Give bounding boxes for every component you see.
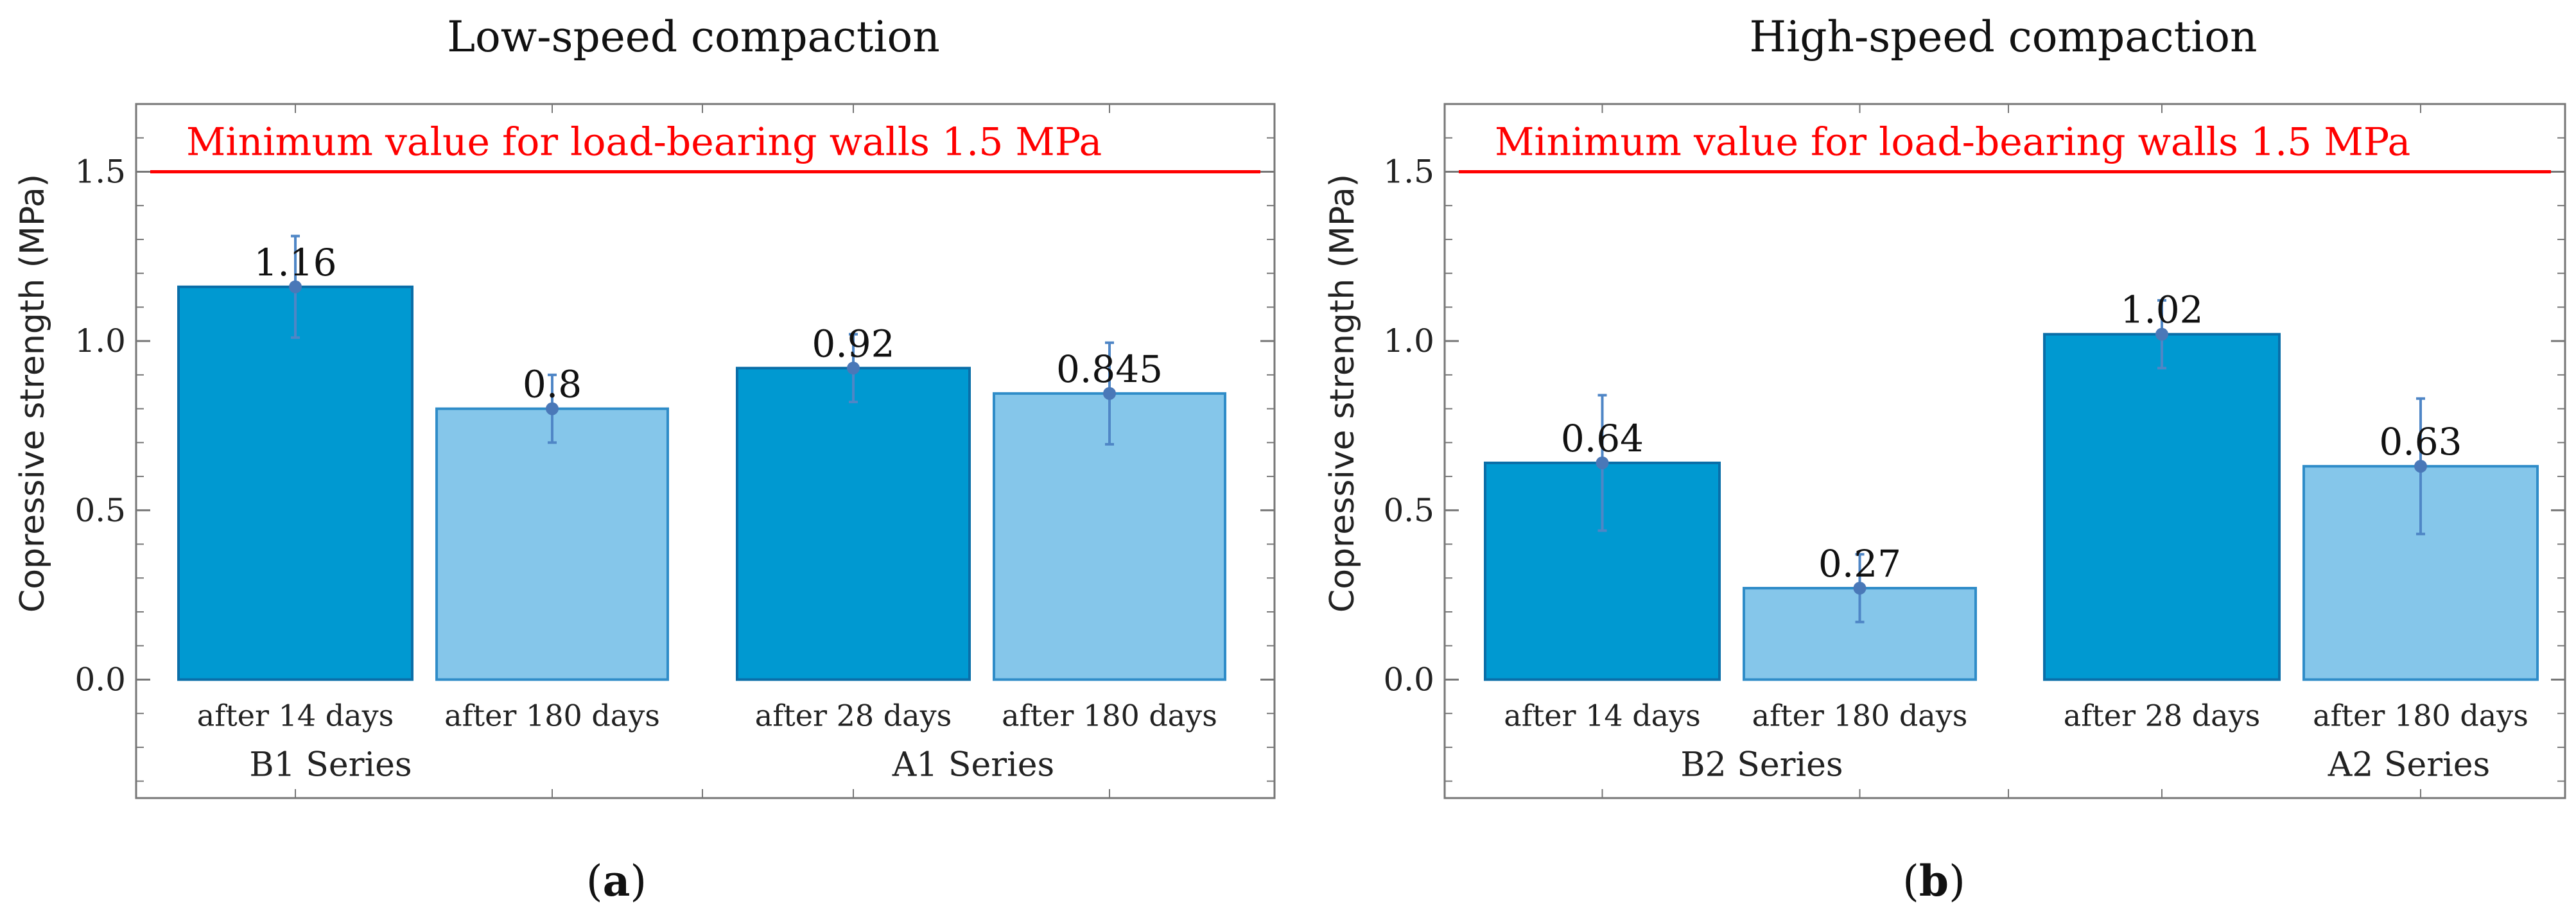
category-label: after 14 days — [1504, 698, 1700, 733]
y-tick-label: 1.5 — [1383, 153, 1434, 190]
bar — [435, 407, 669, 681]
category-label: after 180 days — [1002, 698, 1217, 733]
data-label: 1.16 — [254, 241, 336, 284]
category-label: after 180 days — [2313, 698, 2528, 733]
panel-label: (a) — [586, 856, 647, 906]
group-label: A1 Series — [892, 745, 1055, 784]
panel-label-close: ) — [1949, 856, 1965, 906]
data-label: 0.63 — [2379, 420, 2462, 464]
category-label: after 28 days — [755, 698, 952, 733]
plot-frame — [135, 103, 1276, 799]
bar — [736, 367, 971, 681]
data-label: 0.64 — [1561, 417, 1644, 460]
reference-line-label: Minimum value for load-bearing walls 1.5… — [186, 119, 1102, 164]
data-label: 0.27 — [1818, 542, 1901, 586]
group-label: A2 Series — [2328, 745, 2491, 784]
panel-label-open: ( — [1902, 856, 1919, 906]
mean-point — [847, 361, 860, 375]
panel-label-letter: b — [1919, 856, 1949, 906]
y-tick-label: 0.5 — [1383, 492, 1434, 529]
panel-label-open: ( — [586, 856, 603, 906]
panel-label-letter: a — [603, 856, 631, 906]
category-label: after 180 days — [444, 698, 660, 733]
y-tick-label: 0.0 — [74, 661, 126, 698]
data-label: 0.92 — [812, 322, 894, 365]
panel-label-close: ) — [630, 856, 647, 906]
mean-point — [546, 402, 559, 415]
reference-line-label: Minimum value for load-bearing walls 1.5… — [1495, 119, 2410, 164]
y-tick-label: 1.0 — [1383, 322, 1434, 360]
mean-point — [1596, 456, 1609, 469]
chart-title: High-speed compaction — [1750, 12, 2258, 62]
mean-point — [2414, 460, 2427, 473]
y-axis-label: Copressive strength (MPa) — [1323, 174, 1362, 613]
panel-b-high-speed: High-speed compaction 0.0 0.5 1.0 1.5 Copress… — [1323, 12, 2566, 906]
panel-label: (b) — [1902, 856, 1965, 906]
group-label: B1 Series — [249, 745, 412, 784]
y-axis-label: Copressive strength (MPa) — [13, 174, 52, 613]
group-label: B2 Series — [1680, 745, 1843, 784]
mean-point — [2155, 327, 2168, 341]
category-label: after 180 days — [1752, 698, 1968, 733]
chart-title: Low-speed compaction — [447, 12, 940, 62]
bar — [177, 285, 413, 681]
y-tick-label: 1.5 — [74, 153, 126, 190]
y-tick-label: 0.0 — [1383, 661, 1434, 698]
data-label: 0.845 — [1056, 347, 1163, 391]
panel-a-low-speed: Low-speed compaction 0.0 0.5 1.0 1.5 Copressi… — [13, 12, 1276, 906]
category-label: after 14 days — [197, 698, 394, 733]
bar — [2043, 333, 2281, 681]
category-label: after 28 days — [2064, 698, 2260, 733]
mean-point — [1853, 582, 1867, 595]
mean-point — [289, 280, 302, 293]
y-tick-label: 0.5 — [74, 492, 126, 529]
data-label: 0.8 — [523, 363, 582, 406]
plot-frame — [1443, 103, 2566, 799]
mean-point — [1103, 387, 1116, 400]
data-label: 1.02 — [2120, 288, 2203, 332]
y-tick-label: 1.0 — [74, 322, 126, 360]
